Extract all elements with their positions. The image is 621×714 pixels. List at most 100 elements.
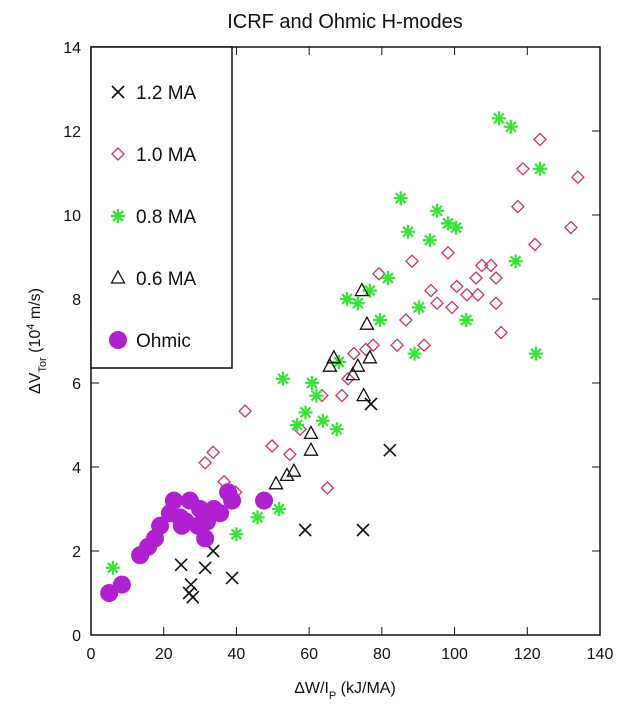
data-point <box>449 279 464 294</box>
x-tick-label: 60 <box>300 646 318 663</box>
y-tick-label: 8 <box>72 292 81 309</box>
x-tick-label: 80 <box>373 646 391 663</box>
data-point <box>309 388 324 403</box>
data-point <box>198 455 213 470</box>
y-axis-label-part: (10 <box>27 330 44 358</box>
data-point <box>238 404 253 419</box>
data-point <box>350 357 366 372</box>
data-point <box>528 237 542 252</box>
data-point <box>362 283 377 298</box>
y-axis-label: ΔVTor (104 m/s) <box>25 288 49 394</box>
data-point <box>326 349 342 364</box>
data-point <box>393 191 408 206</box>
data-point <box>469 271 483 285</box>
y-tick-label: 0 <box>72 628 81 645</box>
data-point <box>345 366 361 381</box>
data-point <box>474 258 489 273</box>
data-point <box>164 491 183 510</box>
data-point <box>364 397 378 411</box>
data-point <box>441 245 455 260</box>
data-point <box>430 296 445 311</box>
data-point <box>508 254 523 269</box>
data-point <box>411 300 426 315</box>
y-tick-label: 4 <box>72 460 81 477</box>
data-point <box>494 325 509 340</box>
x-tick-label: 20 <box>155 646 173 663</box>
data-point <box>225 571 239 585</box>
data-point <box>211 504 230 523</box>
data-point <box>206 445 221 460</box>
data-point <box>282 447 297 462</box>
y-axis-label-part: ΔV <box>27 372 44 394</box>
data-point <box>381 271 396 285</box>
legend-box <box>90 46 233 369</box>
chart-title: ICRF and Ohmic H-modes <box>227 11 463 33</box>
data-point <box>533 132 547 147</box>
data-point <box>198 561 212 575</box>
data-point <box>305 376 320 390</box>
legend-marker <box>111 147 125 161</box>
data-point <box>196 529 215 548</box>
data-point <box>401 224 416 239</box>
data-point <box>424 283 438 298</box>
data-point <box>334 388 349 403</box>
data-point <box>112 575 131 594</box>
data-point <box>459 313 474 327</box>
data-point <box>303 441 319 456</box>
data-point <box>516 161 530 176</box>
data-point <box>275 371 290 386</box>
data-point <box>320 481 335 495</box>
data-point <box>356 523 370 537</box>
y-tick-label: 2 <box>72 544 81 561</box>
data-point <box>441 216 456 231</box>
data-point <box>533 161 548 176</box>
data-point <box>372 266 386 281</box>
data-point <box>315 413 330 428</box>
data-point <box>503 119 518 134</box>
data-point <box>339 292 354 306</box>
data-point <box>449 220 464 235</box>
data-point <box>460 287 474 302</box>
y-tick-label: 14 <box>63 40 81 57</box>
legend-marker <box>111 209 125 223</box>
data-point <box>172 516 191 535</box>
x-axis-label: ΔW/IP (kJ/MA) <box>294 680 396 702</box>
data-point <box>405 254 419 269</box>
data-point <box>174 558 188 572</box>
data-point <box>223 491 242 510</box>
data-point <box>286 462 302 477</box>
data-point <box>151 516 170 535</box>
legend-marker <box>111 85 125 99</box>
legend-marker <box>109 331 127 349</box>
data-point <box>407 346 422 361</box>
data-point <box>358 342 373 357</box>
legend-label: Ohmic <box>136 331 191 352</box>
data-point <box>529 346 544 361</box>
x-tick-label: 120 <box>514 646 541 663</box>
data-point <box>356 387 372 402</box>
data-point <box>346 346 361 361</box>
data-point <box>570 170 585 185</box>
x-axis-label-part: (kJ/MA) <box>336 680 396 697</box>
y-axis-label-part: Tor <box>37 357 49 373</box>
data-point <box>417 338 431 353</box>
data-point <box>298 405 313 420</box>
data-point <box>470 287 485 302</box>
data-point <box>265 439 279 453</box>
data-point <box>563 220 578 235</box>
data-point <box>341 371 355 386</box>
data-point <box>331 355 346 369</box>
data-point <box>359 315 375 330</box>
x-tick-label: 0 <box>87 646 96 663</box>
y-axis-label-part: 4 <box>25 324 37 330</box>
data-point <box>362 349 378 364</box>
x-tick-label: 40 <box>228 646 246 663</box>
data-point <box>322 357 338 372</box>
data-point <box>383 443 397 457</box>
data-point <box>373 313 388 327</box>
legend-label: 0.8 MA <box>136 207 197 228</box>
data-point <box>279 467 295 482</box>
data-point <box>271 502 286 516</box>
data-point <box>489 296 503 311</box>
data-point <box>329 422 344 437</box>
